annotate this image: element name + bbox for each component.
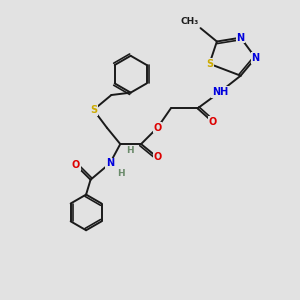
Text: N: N	[237, 33, 245, 43]
Text: S: S	[206, 59, 213, 69]
Text: O: O	[208, 117, 217, 127]
Text: S: S	[90, 105, 97, 115]
Text: O: O	[72, 160, 80, 170]
Text: N: N	[251, 53, 260, 63]
Text: O: O	[153, 152, 162, 162]
Text: H: H	[117, 169, 125, 178]
Text: NH: NH	[212, 87, 228, 97]
Text: O: O	[153, 123, 162, 133]
Text: N: N	[106, 158, 114, 168]
Text: CH₃: CH₃	[181, 17, 199, 26]
Text: H: H	[126, 146, 133, 154]
